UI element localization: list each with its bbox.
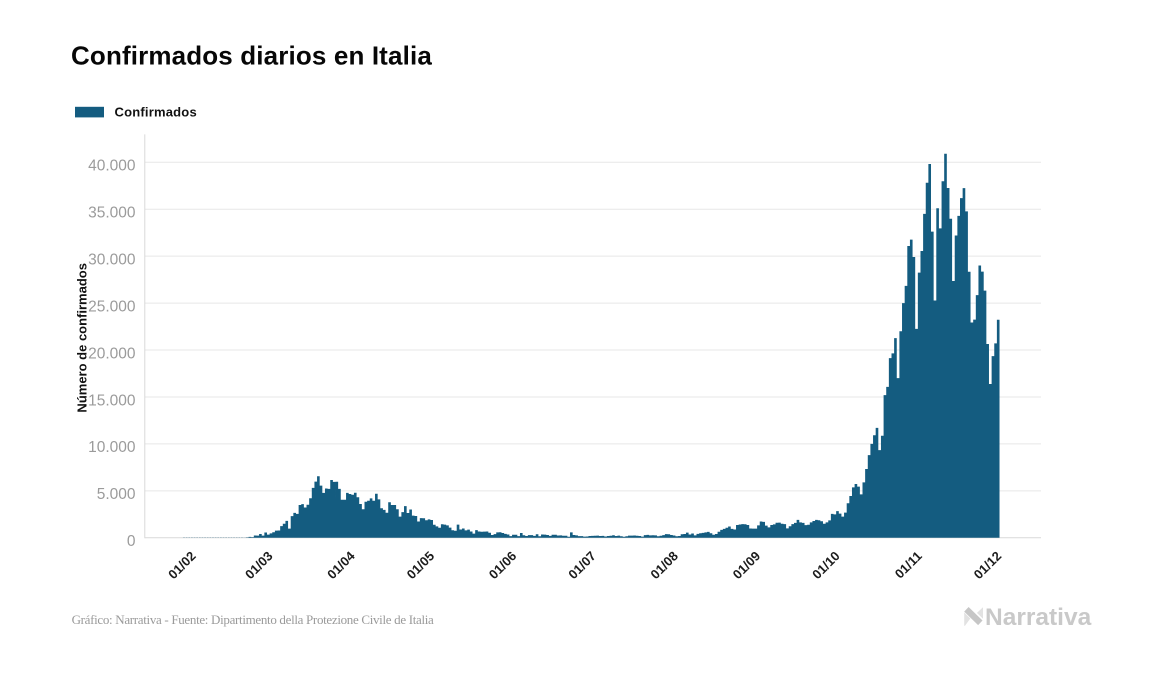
svg-text:0: 0 [127, 533, 136, 550]
svg-text:15.000: 15.000 [88, 392, 136, 409]
svg-text:Narrativa: Narrativa [985, 604, 1092, 631]
svg-text:30.000: 30.000 [88, 251, 136, 268]
svg-text:10.000: 10.000 [88, 439, 136, 456]
svg-text:Gráfico: Narrativa - Fuente: D: Gráfico: Narrativa - Fuente: Dipartiment… [72, 612, 434, 627]
svg-text:20.000: 20.000 [88, 345, 136, 362]
svg-text:25.000: 25.000 [88, 298, 136, 315]
svg-text:Confirmados diarios en Italia: Confirmados diarios en Italia [71, 41, 432, 71]
svg-text:Confirmados: Confirmados [115, 105, 197, 120]
svg-text:35.000: 35.000 [88, 205, 136, 222]
svg-text:5.000: 5.000 [97, 486, 136, 503]
svg-text:40.000: 40.000 [88, 158, 136, 175]
svg-text:Número de confirmados: Número de confirmados [74, 263, 89, 413]
